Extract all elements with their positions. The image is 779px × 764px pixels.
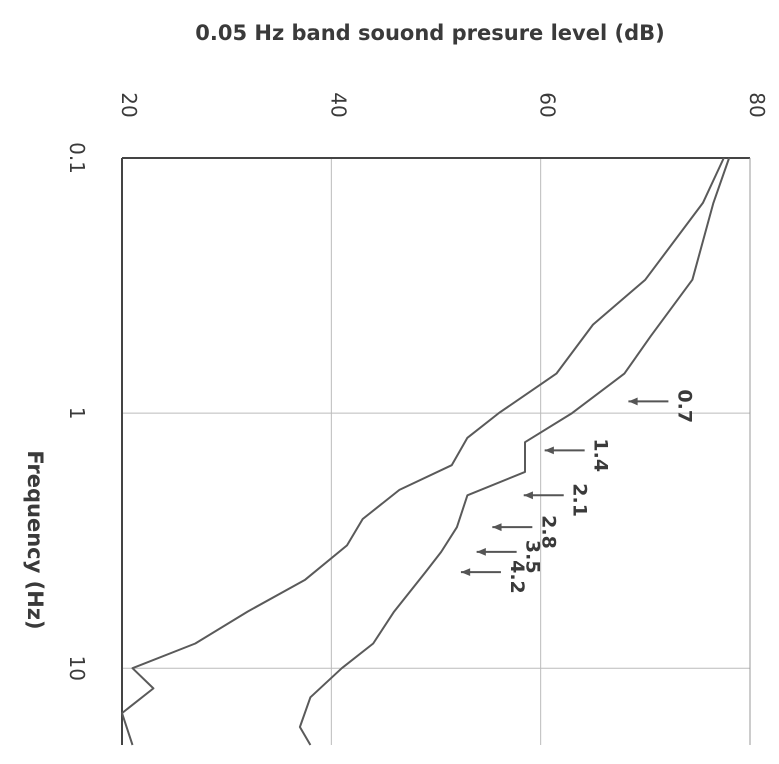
y-tick-label: 20: [117, 92, 141, 117]
annotation-arrowhead: [460, 568, 471, 576]
grid: [122, 158, 750, 745]
x-tick-label: 1: [65, 407, 89, 420]
annotation-label: 1.4: [590, 438, 612, 472]
annotation-label: 0.7: [673, 389, 695, 423]
annotations: 0.7 1.4 2.1 2.83.54.2: [460, 389, 695, 594]
curves: [121, 157, 731, 746]
annotation-arrowhead: [523, 491, 533, 500]
x-tick-label: 0.1: [65, 142, 89, 174]
series-line: [298, 157, 731, 746]
annotation-arrowhead: [492, 523, 502, 532]
annotation-arrowhead: [628, 397, 638, 406]
x-axis-label: Frequency (Hz): [23, 450, 47, 629]
annotation-label: 3.5: [522, 540, 544, 574]
annotation-label: 4.2: [506, 560, 528, 594]
series-line: [121, 157, 725, 746]
annotation-arrowhead: [544, 446, 554, 455]
annotation-arrowhead: [476, 548, 486, 556]
plot-frame: [121, 157, 751, 745]
tick-labels: 20 40 60 80 0.1 1 10: [65, 92, 769, 681]
y-tick-label: 60: [536, 92, 560, 117]
x-tick-label: 10: [65, 655, 89, 680]
y-axis-label: 0.05 Hz band souond presure level (dB): [195, 21, 664, 45]
annotation-label: 2.1: [569, 483, 591, 517]
y-tick-label: 40: [326, 92, 350, 117]
annotation-label: 2.8: [537, 515, 559, 549]
y-tick-label: 80: [745, 92, 769, 117]
